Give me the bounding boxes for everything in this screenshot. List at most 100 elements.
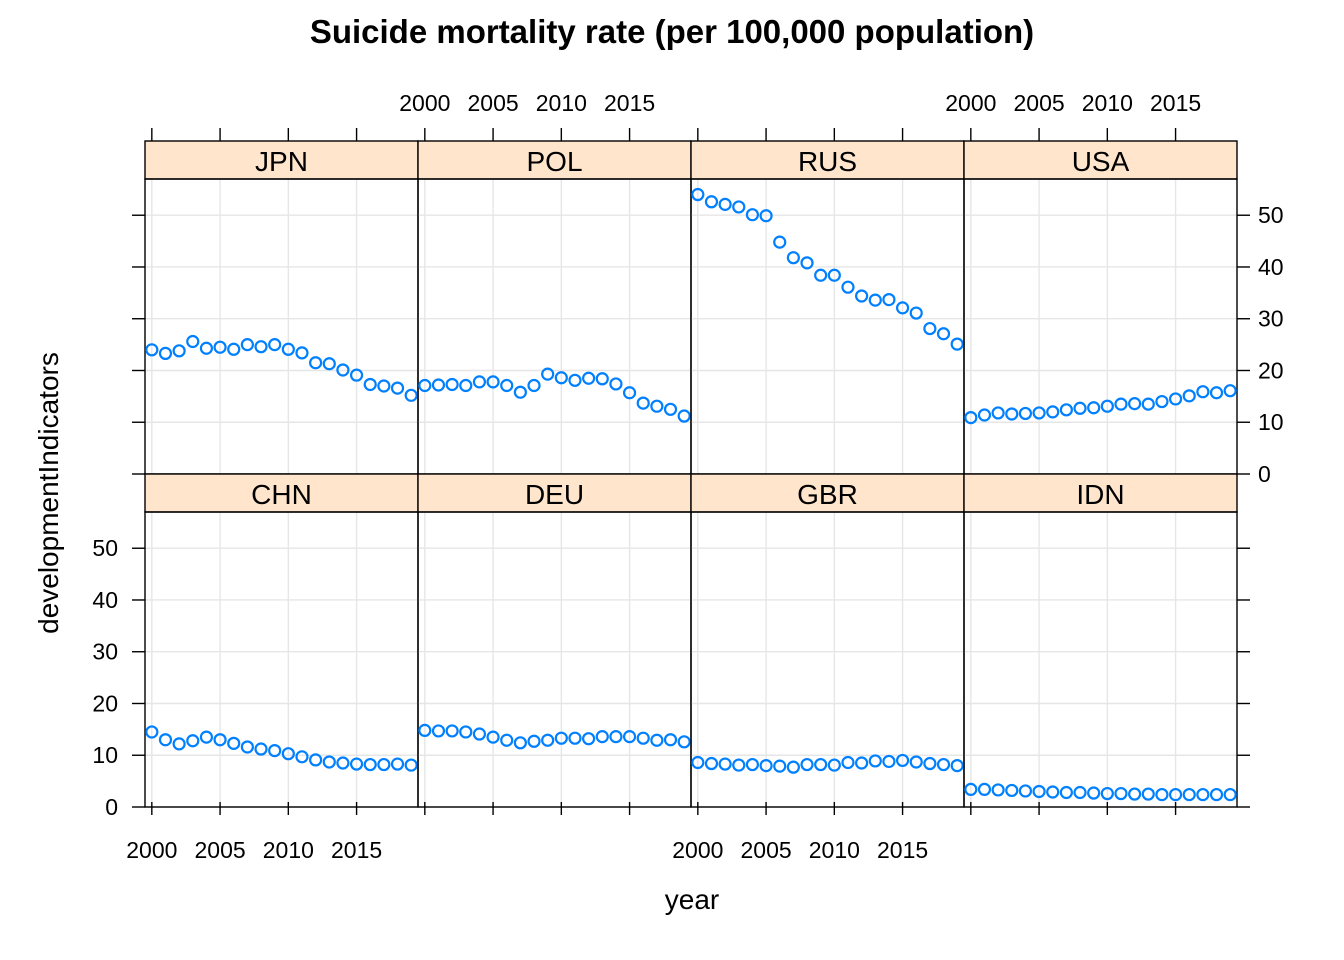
panel-frame-pol xyxy=(417,178,692,475)
point-jpn-2012 xyxy=(309,356,323,370)
point-pol-2019 xyxy=(677,409,691,423)
point-jpn-2019 xyxy=(404,388,418,402)
x-tick-label-top-2015: 2015 xyxy=(1150,90,1201,116)
point-pol-2008 xyxy=(527,378,541,393)
strip-chn xyxy=(144,473,419,513)
point-gbr-2005 xyxy=(759,758,773,773)
x-tick-label-top-2000: 2000 xyxy=(399,90,450,116)
point-pol-2002 xyxy=(445,377,459,392)
strip-rus xyxy=(690,140,965,180)
y-tick-label-left-30: 30 xyxy=(92,639,118,665)
point-idn-2013 xyxy=(1141,787,1155,801)
point-idn-2002 xyxy=(991,783,1005,797)
point-rus-2008 xyxy=(800,256,814,270)
point-idn-2010 xyxy=(1100,786,1114,801)
panel-frame-chn xyxy=(144,511,419,808)
y-tick-label-right-0: 0 xyxy=(1258,461,1271,487)
point-chn-2017 xyxy=(377,757,391,772)
point-gbr-2010 xyxy=(827,758,841,772)
point-deu-2017 xyxy=(650,733,664,747)
y-tick-label-left-20: 20 xyxy=(92,690,118,716)
point-gbr-2000 xyxy=(691,755,705,770)
point-gbr-2015 xyxy=(895,753,910,768)
point-idn-2015 xyxy=(1168,787,1183,802)
point-chn-2016 xyxy=(363,757,377,772)
strip-label-usa: USA xyxy=(1072,146,1130,177)
point-gbr-2011 xyxy=(841,755,855,770)
point-idn-2017 xyxy=(1196,787,1210,802)
point-idn-2003 xyxy=(1005,783,1019,798)
strip-pol xyxy=(417,140,692,180)
point-idn-2018 xyxy=(1209,787,1224,802)
chart-title: Suicide mortality rate (per 100,000 popu… xyxy=(309,13,1035,50)
x-tick-label-bottom-2010: 2010 xyxy=(809,837,860,863)
point-chn-2008 xyxy=(254,742,268,756)
point-pol-2003 xyxy=(459,378,473,393)
point-chn-2015 xyxy=(349,757,364,771)
point-pol-2009 xyxy=(541,367,555,381)
strip-label-pol: POL xyxy=(526,146,582,177)
point-idn-2014 xyxy=(1155,787,1169,802)
point-pol-2016 xyxy=(636,396,650,410)
point-chn-2007 xyxy=(240,740,254,754)
point-usa-2013 xyxy=(1141,397,1155,411)
point-gbr-2003 xyxy=(732,758,746,772)
x-tick-label-bottom-2015: 2015 xyxy=(877,837,928,863)
point-deu-2007 xyxy=(513,736,527,750)
point-rus-2014 xyxy=(882,292,896,307)
x-tick-label-bottom-2005: 2005 xyxy=(740,837,791,863)
point-usa-2005 xyxy=(1032,406,1046,420)
point-jpn-2010 xyxy=(281,342,295,356)
point-idn-2001 xyxy=(977,782,992,797)
point-rus-2003 xyxy=(732,200,746,214)
point-jpn-2008 xyxy=(254,340,268,354)
x-tick-label-top-2005: 2005 xyxy=(1013,90,1064,116)
point-rus-2013 xyxy=(868,293,882,307)
point-chn-2004 xyxy=(199,730,214,744)
point-jpn-2001 xyxy=(158,346,173,361)
point-deu-2015 xyxy=(622,730,637,744)
point-jpn-2013 xyxy=(322,357,336,371)
point-jpn-2007 xyxy=(240,338,254,352)
point-gbr-2018 xyxy=(936,757,951,772)
point-pol-2015 xyxy=(622,386,637,400)
point-pol-2006 xyxy=(500,378,514,393)
point-pol-2000 xyxy=(418,378,432,393)
point-chn-2013 xyxy=(322,755,336,769)
point-usa-2016 xyxy=(1182,389,1196,403)
x-tick-label-bottom-2015: 2015 xyxy=(331,837,382,863)
point-usa-2000 xyxy=(964,410,978,425)
point-gbr-2013 xyxy=(868,754,882,768)
point-chn-2006 xyxy=(227,736,241,750)
point-gbr-2016 xyxy=(909,755,923,769)
point-rus-2009 xyxy=(814,268,828,282)
point-pol-2018 xyxy=(663,402,678,416)
point-rus-2001 xyxy=(704,195,719,209)
point-gbr-2012 xyxy=(855,756,869,770)
point-idn-2016 xyxy=(1182,787,1196,802)
point-rus-2004 xyxy=(745,208,760,222)
x-tick-label-top-2015: 2015 xyxy=(604,90,655,116)
x-tick-label-top-2010: 2010 xyxy=(1082,90,1133,116)
point-chn-2001 xyxy=(158,733,173,747)
point-idn-2005 xyxy=(1032,784,1046,799)
point-deu-2010 xyxy=(554,731,568,745)
point-rus-2006 xyxy=(773,235,787,249)
point-gbr-2004 xyxy=(745,757,760,772)
strip-label-jpn: JPN xyxy=(255,146,308,177)
point-usa-2006 xyxy=(1046,405,1060,419)
y-tick-label-right-20: 20 xyxy=(1258,357,1284,383)
strip-label-idn: IDN xyxy=(1076,479,1124,510)
point-chn-2019 xyxy=(404,758,418,772)
point-deu-2000 xyxy=(418,723,432,738)
y-tick-label-left-50: 50 xyxy=(92,535,118,561)
point-deu-2004 xyxy=(472,727,487,741)
x-tick-label-top-2010: 2010 xyxy=(536,90,587,116)
point-idn-2006 xyxy=(1046,785,1060,799)
point-rus-2011 xyxy=(841,280,855,294)
point-chn-2014 xyxy=(336,756,350,770)
point-usa-2004 xyxy=(1018,406,1033,421)
point-idn-2000 xyxy=(964,782,978,797)
y-tick-label-left-0: 0 xyxy=(105,794,118,820)
